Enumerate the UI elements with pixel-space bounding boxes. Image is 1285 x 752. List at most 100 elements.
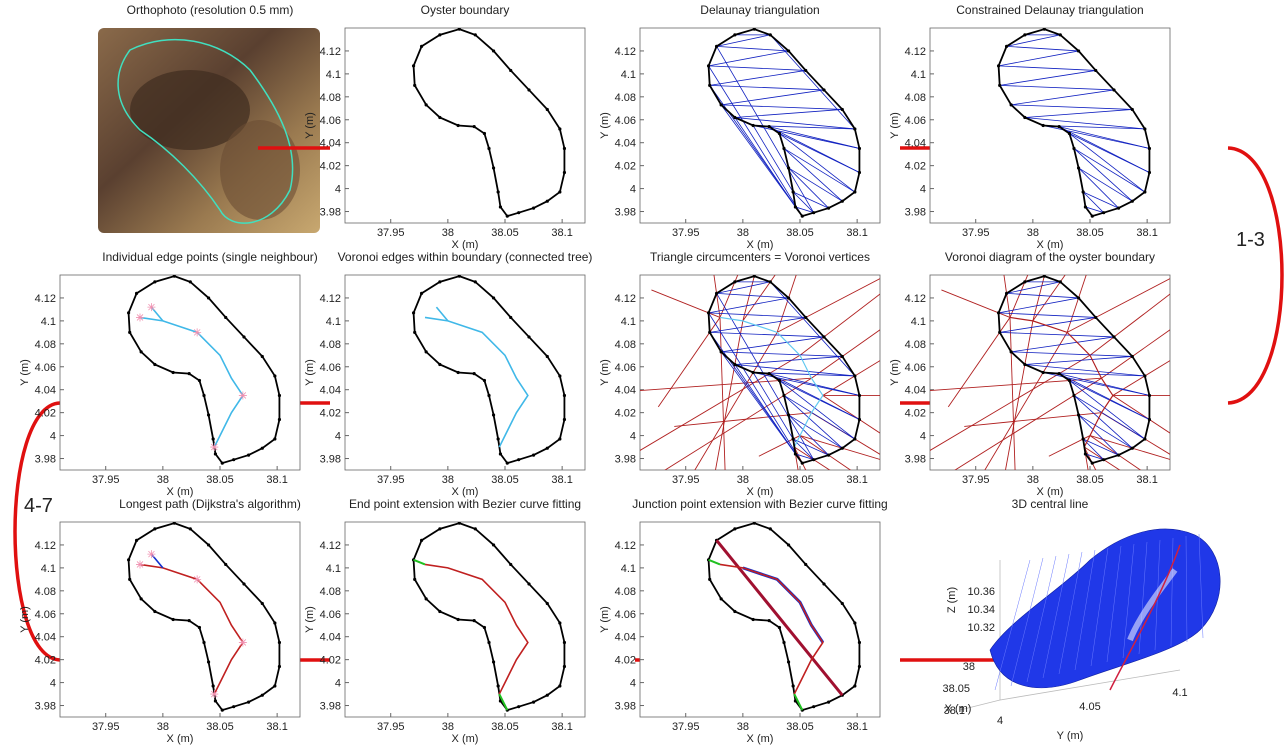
y-tick-label: 4.06 xyxy=(320,115,341,127)
y-tick-label: 4.12 xyxy=(35,540,56,552)
boundary-vertex xyxy=(457,28,461,31)
boundary-vertex xyxy=(786,296,791,300)
y-tick-label: 4.06 xyxy=(320,609,341,621)
boundary-vertex xyxy=(172,275,176,278)
triangle-edge xyxy=(783,148,843,202)
triangle-edge xyxy=(1011,336,1115,353)
edge-point xyxy=(210,443,219,452)
mesh-line xyxy=(1138,541,1148,655)
end-extension xyxy=(413,558,426,566)
boundary-vertex xyxy=(260,601,264,606)
boundary-vertex xyxy=(782,393,786,398)
boundary-vertex xyxy=(857,146,862,151)
boundary-vertex xyxy=(545,199,549,203)
x-tick-label: 38 xyxy=(963,661,975,673)
boundary-vertex xyxy=(139,350,143,354)
y-tick-label: 4.12 xyxy=(905,293,926,305)
boundary-vertex xyxy=(545,446,549,450)
x-tick-label: 38.05 xyxy=(786,721,814,733)
boundary-vertex xyxy=(206,543,211,547)
boundary-vertex xyxy=(1130,107,1134,112)
triangle-edge xyxy=(1069,133,1150,173)
y-tick-label: 4.02 xyxy=(615,408,636,420)
panel: 37.95 38 38.05 38.1 3.98 4 4.02 4.04 4.06 4.08 4.1… xyxy=(304,27,586,251)
boundary-vertex xyxy=(782,146,786,151)
x-tick-label: 37.95 xyxy=(377,227,405,239)
boundary-vertex xyxy=(793,452,798,456)
boundary-vertex xyxy=(714,291,719,295)
y-tick-label: 4.08 xyxy=(615,586,636,598)
boundary-vertex xyxy=(826,453,831,457)
boundary-vertex xyxy=(277,664,282,669)
boundary-vertex xyxy=(206,296,211,300)
boundary-vertex xyxy=(273,621,277,625)
oyster-boundary xyxy=(412,28,566,218)
y-axis-label: Y (m) xyxy=(1057,730,1084,742)
boundary-vertex xyxy=(424,350,428,354)
triangle-edge xyxy=(1085,206,1104,214)
triangle-edge xyxy=(752,125,794,193)
boundary-vertex xyxy=(438,527,442,531)
x-tick-label: 38.1 xyxy=(551,474,572,486)
boundary-vertex xyxy=(545,693,549,697)
triangle-edge xyxy=(1073,148,1146,193)
boundary-vertex xyxy=(505,214,509,218)
y-tick-label: 3.98 xyxy=(35,701,56,713)
triangle-edge xyxy=(1078,167,1133,202)
y-tick-label: 4 xyxy=(335,184,341,196)
x-tick-label: 38 xyxy=(442,227,454,239)
triangle-edge xyxy=(795,453,814,461)
boundary-vertex xyxy=(1143,374,1147,378)
oyster-boundary xyxy=(707,28,861,218)
y-tick-label: 4.02 xyxy=(35,408,56,420)
boundary-vertex xyxy=(800,461,804,465)
z-tick-label: 10.36 xyxy=(967,586,995,598)
mesh-highlight xyxy=(1127,568,1178,642)
y-tick-label: 4.1 xyxy=(326,69,341,81)
boundary-vertex xyxy=(456,370,460,375)
panel-title: Voronoi edges within boundary (connected… xyxy=(338,250,593,264)
triangle-edge xyxy=(779,380,856,440)
x-tick-label: 38 xyxy=(737,721,749,733)
boundary-vertex xyxy=(139,597,143,601)
boundary-vertex xyxy=(472,372,476,376)
x-tick-label: 38.05 xyxy=(942,683,970,695)
boundary-vertex xyxy=(531,700,536,704)
boundary-vertex xyxy=(438,33,442,37)
triangle-edge xyxy=(1024,364,1145,377)
x-axis-label: X (m) xyxy=(747,486,774,498)
y-tick-label: 4.1 xyxy=(621,316,636,328)
z-tick-label: 10.32 xyxy=(967,622,995,634)
boundary-vertex xyxy=(246,453,251,457)
y-tick-label: 4.1 xyxy=(621,563,636,575)
x-axis-label: X (m) xyxy=(945,703,972,715)
y-tick-label: 4.06 xyxy=(615,115,636,127)
edge-point xyxy=(238,391,247,400)
boundary-vertex xyxy=(1130,446,1134,450)
boundary-vertex xyxy=(853,374,857,378)
y-tick-label: 4.08 xyxy=(615,339,636,351)
y-tick-label: 4.1 xyxy=(621,69,636,81)
plot-area xyxy=(411,522,567,712)
boundary-vertex xyxy=(777,131,782,136)
boundary-vertex xyxy=(491,413,496,417)
central-line xyxy=(719,563,824,695)
triangle-edge xyxy=(783,395,856,440)
triangle-edge xyxy=(753,125,860,149)
y-axis-label: Y (m) xyxy=(889,359,901,386)
boundary-vertex xyxy=(1076,413,1081,417)
mesh-line xyxy=(1026,555,1057,683)
boundary-vertex xyxy=(1102,458,1106,462)
triangle-edge xyxy=(1006,281,1061,294)
z-tick-label: 10.34 xyxy=(967,604,995,616)
boundary-vertex xyxy=(487,640,491,645)
x-tick-label: 38.1 xyxy=(266,474,287,486)
triangle-edge xyxy=(1078,167,1119,209)
triangle-edge xyxy=(1082,191,1119,209)
boundary-vertex xyxy=(242,582,246,586)
mesh-line xyxy=(1122,543,1135,659)
triangle-edge xyxy=(709,70,806,86)
boundary-vertex xyxy=(202,393,206,398)
x-tick-label: 37.95 xyxy=(377,721,405,733)
central-line xyxy=(139,316,244,448)
